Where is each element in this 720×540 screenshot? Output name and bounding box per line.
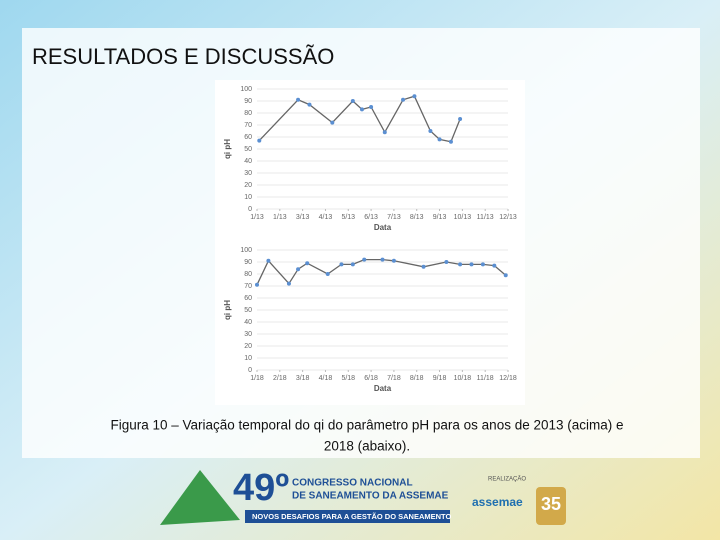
- caption: 2018 (abaixo).: [324, 439, 410, 454]
- y-tick-label: 10: [244, 355, 252, 362]
- x-tick-label: 5/18: [341, 375, 355, 382]
- data-point: [421, 264, 426, 269]
- x-tick-label: 3/18: [296, 375, 310, 382]
- data-point: [305, 261, 310, 266]
- data-point: [469, 262, 474, 267]
- x-tick-label: 1/13: [273, 214, 287, 221]
- slide-title: RESULTADOS E DISCUSSÃO: [32, 44, 334, 69]
- data-point: [503, 273, 508, 278]
- y-tick-label: 20: [244, 182, 252, 189]
- x-tick-label: 9/18: [433, 375, 447, 382]
- x-tick-label: 1/18: [250, 375, 264, 382]
- data-point: [458, 262, 463, 267]
- data-point: [437, 137, 442, 142]
- data-point: [339, 262, 344, 267]
- data-point: [307, 102, 312, 107]
- x-tick-label: 7/13: [387, 214, 401, 221]
- x-axis-label: Data: [374, 384, 392, 393]
- y-tick-label: 70: [244, 283, 252, 290]
- data-point: [325, 272, 330, 276]
- y-tick-label: 90: [244, 98, 252, 105]
- x-tick-label: 9/13: [433, 214, 447, 221]
- y-tick-label: 0: [248, 367, 252, 374]
- footer-text: CONGRESSO NACIONAL: [292, 478, 413, 489]
- y-tick-label: 10: [244, 194, 252, 201]
- data-point: [350, 262, 355, 267]
- data-point: [401, 97, 406, 102]
- data-point: [257, 138, 262, 143]
- data-point: [428, 129, 433, 133]
- data-point: [296, 267, 301, 272]
- data-point: [362, 257, 367, 262]
- figure: [215, 80, 525, 405]
- x-tick-label: 4/18: [319, 375, 333, 382]
- footer-text: DE SANEAMENTO DA ASSEMAE: [292, 491, 449, 502]
- x-tick-label: 11/13: [477, 214, 494, 221]
- y-axis-label: qi pH: [223, 300, 232, 320]
- data-point: [359, 107, 364, 112]
- footer-band: [245, 510, 450, 523]
- y-tick-label: 60: [244, 295, 252, 302]
- y-tick-label: 100: [240, 86, 252, 93]
- x-tick-label: 10/13: [454, 214, 472, 221]
- data-point: [444, 260, 449, 264]
- caption: Figura 10 – Variação temporal do qi do p…: [110, 418, 623, 433]
- badge: [536, 487, 566, 525]
- data-point: [296, 97, 301, 102]
- logo-shape: [160, 470, 240, 525]
- data-point: [391, 258, 396, 263]
- y-tick-label: 60: [244, 134, 252, 141]
- footer-org: assemae: [472, 495, 523, 509]
- y-tick-label: 50: [244, 307, 252, 314]
- y-axis-label: qi pH: [223, 139, 232, 159]
- x-tick-label: 12/13: [499, 214, 517, 221]
- y-tick-label: 30: [244, 331, 252, 338]
- x-tick-label: 10/18: [454, 375, 472, 382]
- x-tick-label: 6/18: [364, 375, 378, 382]
- data-point: [330, 120, 335, 125]
- data-point: [380, 257, 385, 262]
- data-line: [258, 95, 461, 143]
- data-point: [350, 99, 355, 103]
- x-tick-label: 11/18: [477, 375, 494, 382]
- x-tick-label: 7/18: [387, 375, 401, 382]
- y-tick-label: 0: [248, 206, 252, 213]
- y-tick-label: 20: [244, 343, 252, 350]
- y-tick-label: 40: [244, 319, 252, 326]
- x-tick-label: 3/13: [296, 214, 310, 221]
- x-tick-label: 1/13: [250, 214, 264, 221]
- data-point: [458, 117, 463, 121]
- x-tick-label: 8/13: [410, 214, 424, 221]
- y-tick-label: 30: [244, 170, 252, 177]
- data-point: [286, 281, 291, 286]
- y-tick-label: 40: [244, 158, 252, 165]
- y-tick-label: 80: [244, 271, 252, 278]
- x-tick-label: 8/18: [410, 375, 424, 382]
- data-point: [255, 282, 259, 287]
- data-point: [480, 262, 485, 267]
- y-tick-label: 70: [244, 122, 252, 129]
- x-tick-label: 5/13: [341, 214, 355, 221]
- y-tick-label: 50: [244, 146, 252, 153]
- data-point: [369, 105, 374, 109]
- badge-text: 35: [541, 494, 561, 514]
- data-point: [448, 139, 453, 144]
- data-point: [382, 130, 387, 135]
- y-tick-label: 90: [244, 259, 252, 266]
- x-tick-label: 6/13: [364, 214, 378, 221]
- data-point: [266, 258, 271, 263]
- x-tick-label: 4/13: [319, 214, 333, 221]
- y-tick-label: 100: [240, 247, 252, 254]
- y-tick-label: 80: [244, 110, 252, 117]
- data-point: [492, 263, 497, 268]
- footer-text: NOVOS DESAFIOS PARA A GESTÃO DO SANEAMEN…: [252, 512, 451, 521]
- footer: 49º CONGRESSO NACIONAL DE SANEAMENTO DA …: [160, 467, 566, 525]
- data-point: [412, 94, 417, 99]
- x-tick-label: 2/18: [273, 375, 287, 382]
- footer-number: 49º: [233, 467, 289, 509]
- footer-text: REALIZAÇÃO: [488, 476, 526, 483]
- x-tick-label: 12/18: [499, 375, 517, 382]
- x-axis-label: Data: [374, 223, 392, 232]
